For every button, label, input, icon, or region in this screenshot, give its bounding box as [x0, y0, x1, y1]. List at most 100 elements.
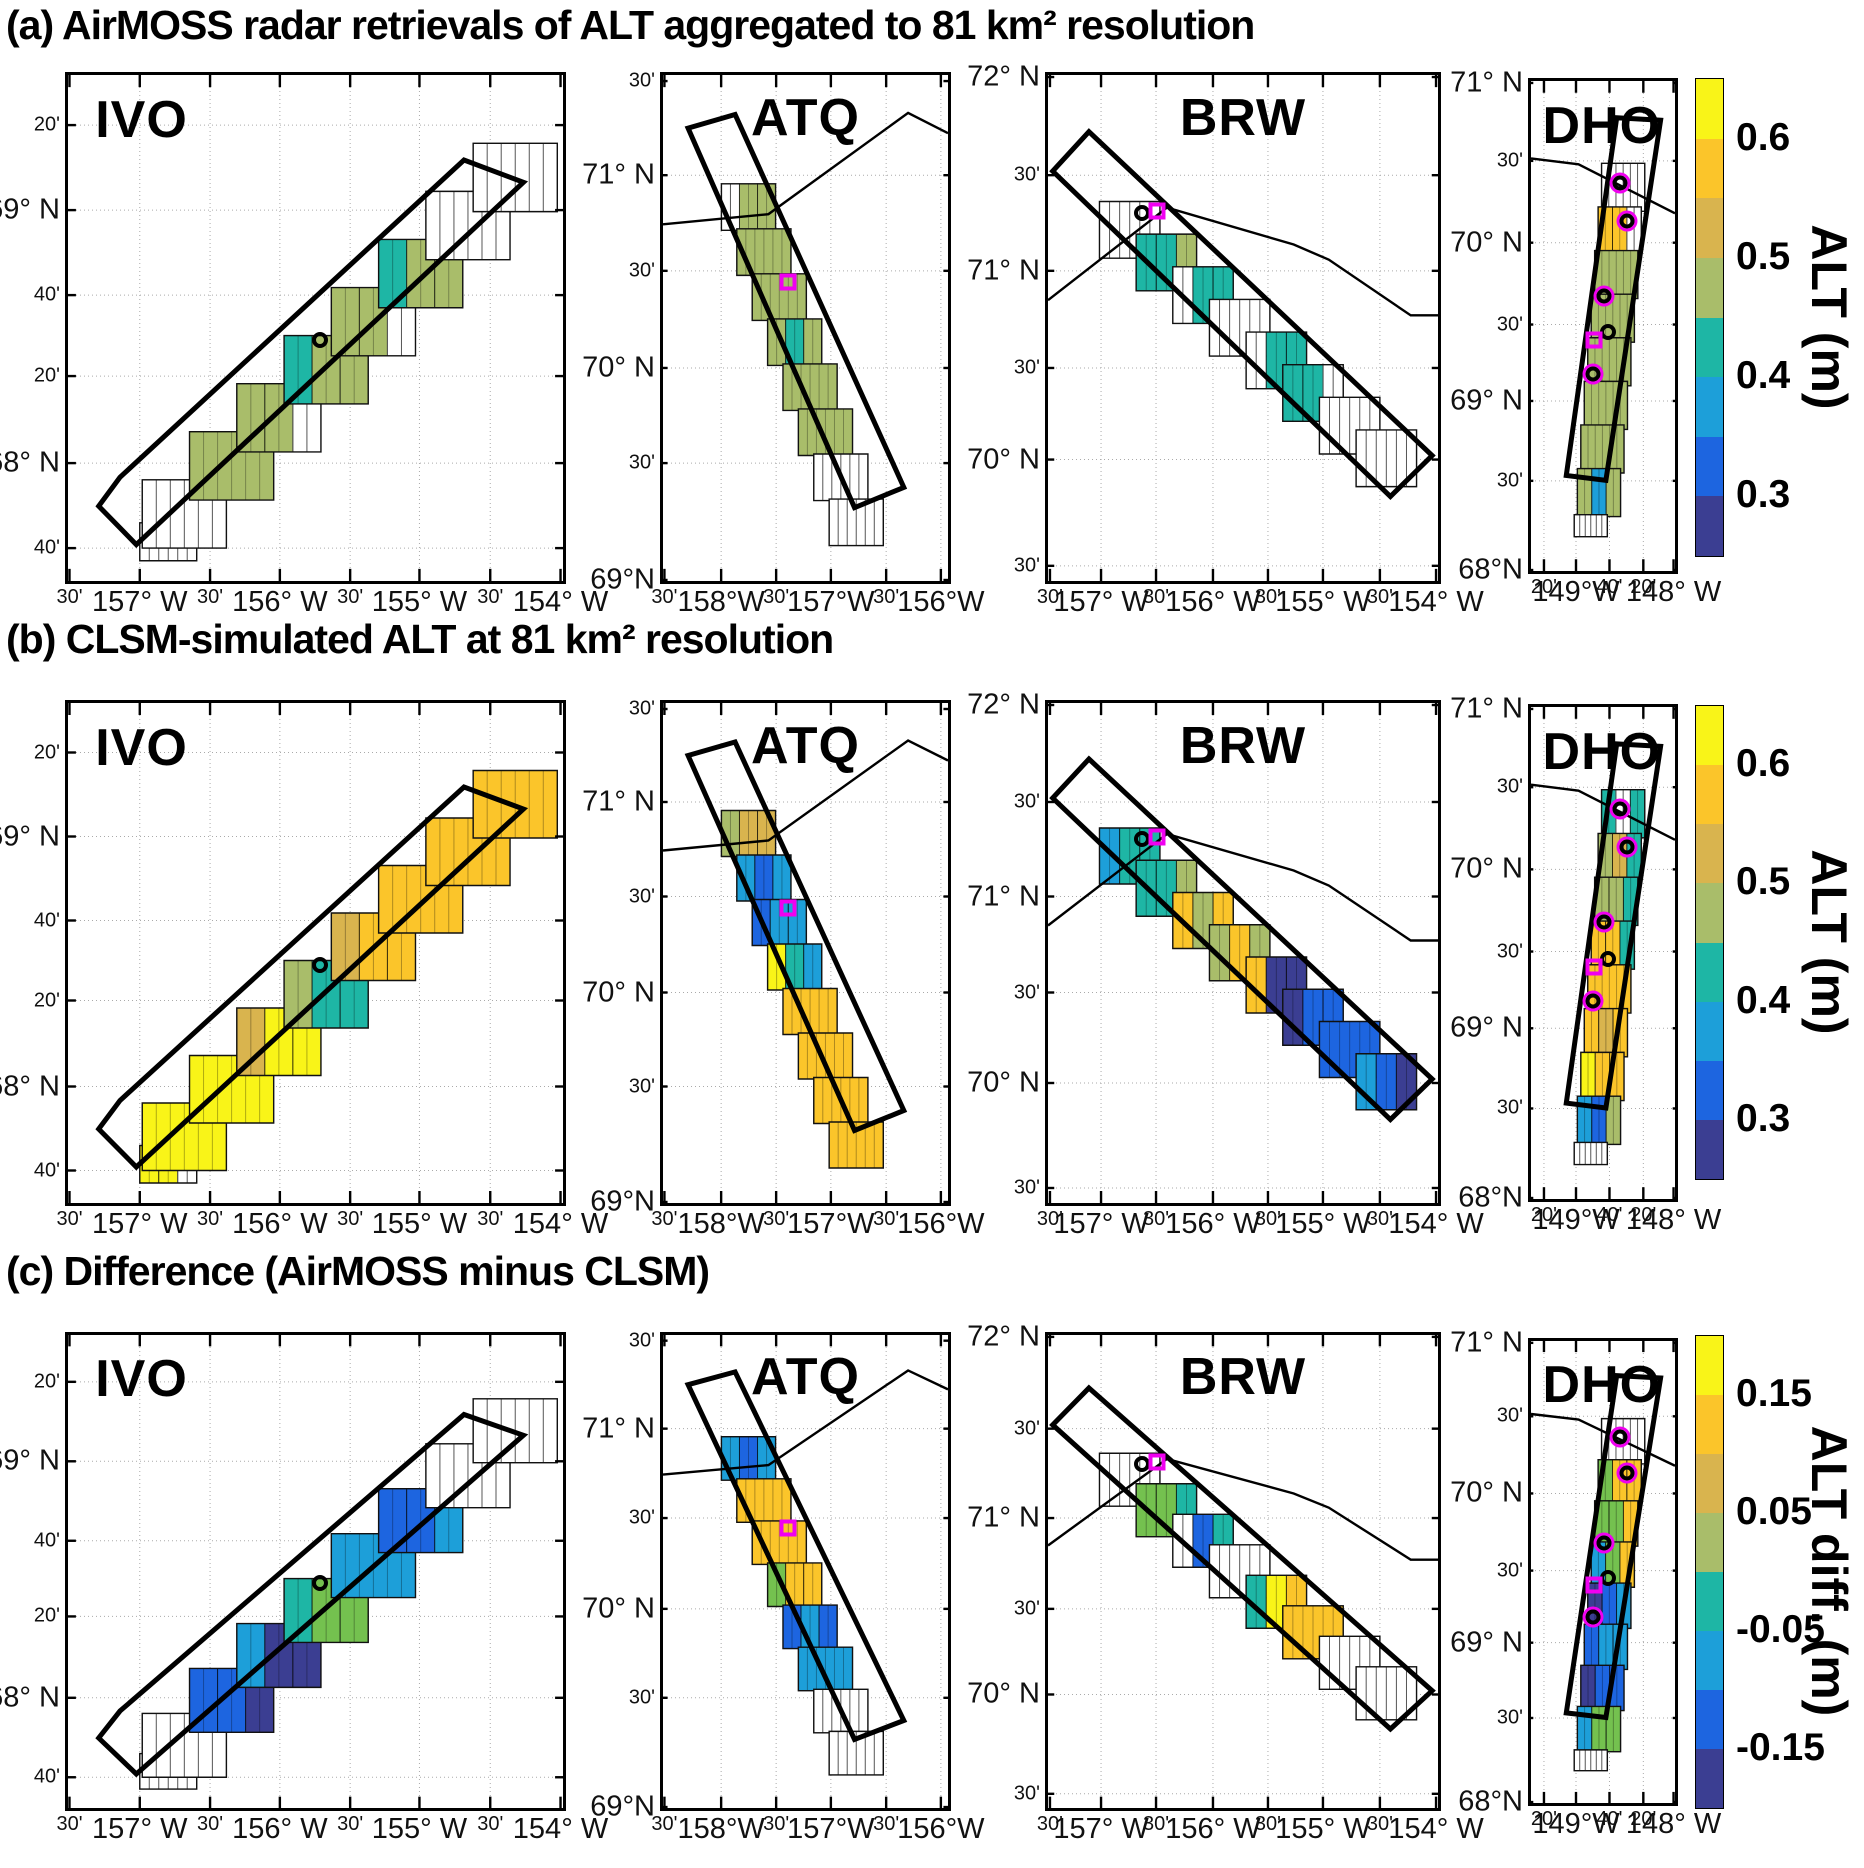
y-tick-label: 30' — [1013, 790, 1040, 813]
y-tick-label: 30' — [1013, 163, 1040, 186]
site-label-dho: DHO — [1542, 722, 1662, 781]
x-tick-label: 156°W — [897, 586, 985, 618]
map-panel-a-brw: 30' 157° W 30' 156° W 30' 155° W 30' 154° W 72° … — [967, 61, 1484, 618]
site-marker-square — [1148, 828, 1166, 846]
x-tick-label: 154° W — [512, 1208, 609, 1240]
x-tick-label: 30' — [337, 1208, 364, 1230]
y-tick-label: 30' — [1496, 149, 1523, 172]
y-tick-label: 30' — [1496, 1706, 1523, 1729]
colorbar-segment-tan — [1696, 198, 1723, 258]
colorbar-segment-green — [1696, 257, 1723, 318]
y-tick-label: 69°N — [590, 563, 655, 596]
y-tick-label: 40' — [33, 536, 60, 559]
y-tick-label: 70° N — [967, 1066, 1040, 1099]
x-tick-label: 30' — [197, 586, 224, 608]
site-marker-square — [1148, 1453, 1166, 1471]
map-plot — [1048, 1335, 1438, 1808]
x-tick-label: 155° W — [1275, 586, 1371, 618]
y-tick-label: 30' — [628, 69, 655, 92]
colorbar-tick-label: 0.05 — [1736, 1490, 1812, 1533]
colorbar-segment-teal — [1696, 942, 1723, 1002]
colorbar-segment-navy — [1696, 496, 1723, 556]
x-tick-label: 155° W — [371, 1208, 468, 1240]
site-label-brw: BRW — [1179, 716, 1307, 775]
flight-swath-outline — [99, 787, 524, 1167]
flight-swath-outline — [1053, 759, 1432, 1120]
y-tick-label: 68° N — [0, 1681, 60, 1714]
x-tick-label: 30' — [1254, 586, 1281, 608]
x-tick-label: 30' — [1366, 586, 1393, 608]
x-tick-label: 30' — [197, 1813, 224, 1835]
y-tick-label: 30' — [628, 451, 655, 474]
x-tick-label: 20' — [1630, 576, 1657, 598]
x-tick-label: 154° W — [512, 586, 609, 618]
x-tick-label: 40' — [1596, 576, 1623, 598]
colorbar-segment-green — [1696, 1513, 1723, 1572]
x-tick-label: 155° W — [371, 586, 468, 618]
x-tick-label: 156° W — [232, 1208, 328, 1240]
y-tick-label: 69° N — [0, 820, 60, 852]
x-tick-label: 30' — [1142, 1208, 1170, 1230]
site-marker-circle-magenta — [1585, 1609, 1601, 1625]
coastline — [1048, 1459, 1438, 1560]
site-marker-square — [779, 899, 797, 916]
site-marker-circle-magenta — [1612, 801, 1628, 817]
colorbar-alt-a — [1695, 78, 1724, 557]
site-label-brw: BRW — [1179, 1347, 1307, 1406]
colorbar-segment-cyan — [1696, 377, 1723, 437]
x-tick-label: 30' — [1254, 1813, 1281, 1835]
y-tick-label: 40' — [33, 909, 60, 931]
y-tick-label: 70° N — [582, 976, 655, 1008]
flight-swath-outline — [99, 1414, 524, 1773]
y-tick-label: 70° N — [967, 443, 1040, 476]
y-tick-label: 70° N — [582, 351, 655, 384]
coastline — [1048, 834, 1438, 941]
y-tick-label: 72° N — [967, 60, 1040, 93]
x-tick-label: 30' — [1036, 1813, 1063, 1835]
y-tick-label: 69°N — [590, 1790, 655, 1823]
x-tick-label: 30' — [1254, 1208, 1281, 1230]
x-tick-label: 148° W — [1625, 576, 1722, 608]
x-tick-label: 156°W — [897, 1208, 985, 1240]
y-tick-label: 71° N — [1450, 692, 1523, 725]
site-marker-circle-magenta — [1619, 1465, 1635, 1481]
site-marker-circle-magenta — [1585, 993, 1601, 1009]
colorbar-segment-teal — [1696, 317, 1723, 378]
x-tick-label: 30' — [1366, 1813, 1393, 1835]
x-tick-label: 30' — [651, 586, 678, 608]
map-panel-a-dho: 20' 149°W 40' 20' 148° W 71° N 30' 70° N 30' 69° … — [1450, 66, 1721, 608]
colorbar-segment-blue — [1696, 1690, 1723, 1749]
y-tick-label: 70° N — [1450, 1476, 1523, 1509]
x-tick-label: 154° W — [512, 1813, 609, 1845]
map-panel-a-ivo: 30' 157° W 30' 156° W 30' 155° W 30' 154° W 20' 6… — [0, 72, 608, 618]
x-tick-label: 157° W — [1053, 1208, 1149, 1240]
site-label-ivo: IVO — [95, 1350, 188, 1409]
y-tick-label: 68°N — [1458, 1181, 1523, 1214]
x-tick-label: 30' — [763, 1813, 790, 1835]
y-tick-label: 71° N — [1450, 1326, 1523, 1359]
map-plot — [68, 1335, 563, 1808]
colorbar-title: ALT (m) — [1801, 848, 1857, 1035]
y-tick-label: 71° N — [582, 785, 655, 818]
y-tick-label: 30' — [1013, 554, 1040, 577]
map-panel-b-dho: 20' 149°W 40' 20' 148° W 71° N 30' 70° N 30' 69° … — [1450, 692, 1721, 1236]
x-tick-label: 30' — [873, 1813, 900, 1835]
x-tick-label: 149°W — [1532, 576, 1620, 608]
y-tick-label: 70° N — [1450, 852, 1523, 885]
y-tick-label: 30' — [628, 1329, 655, 1352]
x-tick-label: 30' — [337, 586, 364, 608]
y-tick-label: 30' — [1496, 940, 1523, 963]
x-tick-label: 149°W — [1532, 1204, 1620, 1236]
site-label-atq: ATQ — [751, 88, 860, 147]
x-tick-label: 158°W — [677, 586, 765, 618]
x-tick-label: 149°W — [1532, 1808, 1620, 1840]
colorbar-segment-amber — [1696, 1395, 1723, 1454]
x-tick-label: 155° W — [1275, 1813, 1371, 1845]
colorbar-segment-yellow — [1696, 79, 1723, 139]
map-panel-c-brw: 30' 157° W 30' 156° W 30' 155° W 30' 154° W 72° … — [967, 1320, 1484, 1845]
map-panel-b-ivo: 30' 157° W 30' 156° W 30' 155° W 30' 154° W 20' 6… — [0, 700, 608, 1240]
x-tick-label: 30' — [337, 1813, 364, 1835]
x-tick-label: 157° W — [92, 1813, 188, 1845]
y-tick-label: 72° N — [967, 1320, 1040, 1353]
